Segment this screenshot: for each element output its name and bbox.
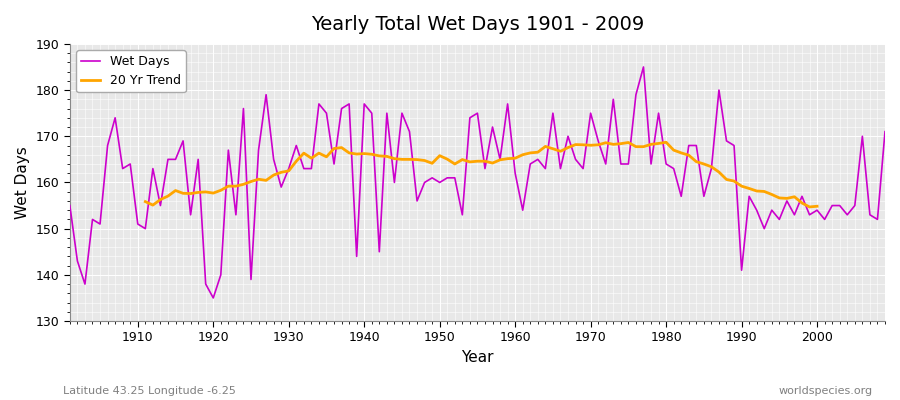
20 Yr Trend [804,204,814,209]
Y-axis label: Wet Days: Wet Days [15,146,30,219]
Wet Days [518,208,528,212]
Wet Days [65,203,76,208]
Line: Wet Days: Wet Days [70,67,885,298]
Wet Days [208,296,219,300]
20 Yr Trend [140,199,150,204]
20 Yr Trend [608,142,618,147]
20 Yr Trend [344,150,355,155]
20 Yr Trend [721,177,732,182]
Wet Days [344,102,355,106]
20 Yr Trend [230,184,241,188]
Wet Days [299,166,310,171]
Wet Days [638,64,649,69]
Legend: Wet Days, 20 Yr Trend: Wet Days, 20 Yr Trend [76,50,185,92]
20 Yr Trend [812,204,823,209]
20 Yr Trend [661,140,671,145]
Line: 20 Yr Trend: 20 Yr Trend [145,142,817,207]
Text: Latitude 43.25 Longitude -6.25: Latitude 43.25 Longitude -6.25 [63,386,236,396]
X-axis label: Year: Year [461,350,494,365]
Wet Days [509,171,520,176]
Wet Days [608,97,618,102]
Text: worldspecies.org: worldspecies.org [778,386,873,396]
20 Yr Trend [789,194,800,199]
Title: Yearly Total Wet Days 1901 - 2009: Yearly Total Wet Days 1901 - 2009 [310,15,644,34]
Wet Days [879,129,890,134]
Wet Days [125,162,136,166]
20 Yr Trend [706,164,716,169]
